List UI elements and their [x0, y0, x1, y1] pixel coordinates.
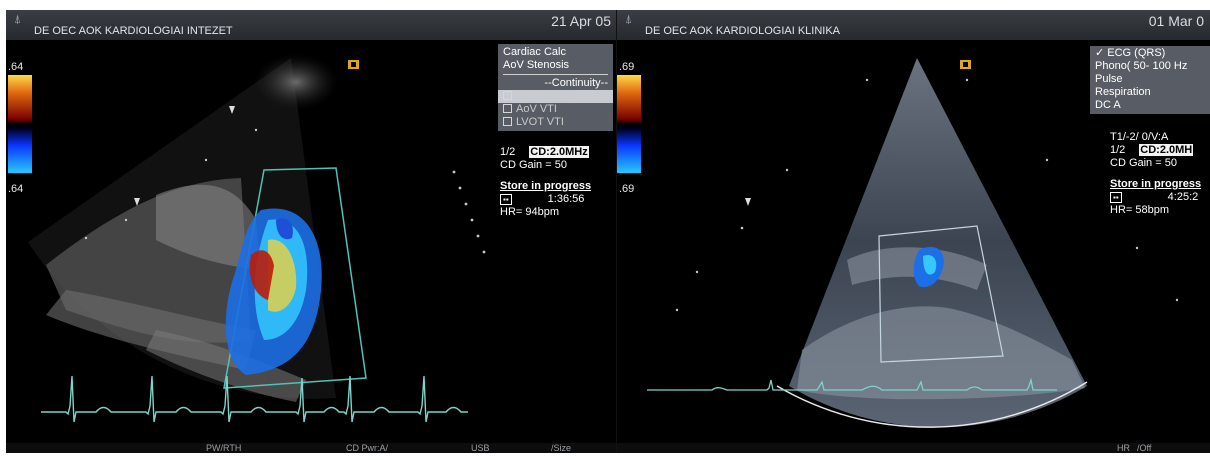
left-echo-view: ⍋ DE OEC AOK KARDIOLOGIAI INTEZET 21 Apr…	[6, 10, 617, 453]
menu-section-continuity: --Continuity--	[544, 77, 608, 89]
menu-item-ecg[interactable]: ✓ ECG (QRS)	[1095, 47, 1166, 59]
right-store-status: Store in progress	[1110, 178, 1202, 190]
left-store-status: Store in progress	[500, 180, 592, 192]
probe-logo-icon: ⍋	[625, 12, 633, 26]
left-depth: 1/2	[500, 146, 516, 158]
right-heart-rate: HR= 58bpm	[1110, 204, 1170, 216]
right-echo-view: ⍋ DE OEC AOK KARDIOLOGIAI KLINIKA 01 Mar…	[617, 10, 1210, 453]
left-date: 21 Apr 05	[551, 13, 611, 29]
right-echo-image	[647, 58, 1179, 428]
menu-title-aov-stenosis[interactable]: AoV Stenosis	[503, 59, 570, 71]
left-footer-usb[interactable]: USB	[471, 443, 490, 453]
right-color-scale-bar	[617, 75, 641, 173]
left-record-time: 1:36:56	[547, 193, 585, 205]
left-footer-cd-power[interactable]: CD Pwr:A/	[346, 443, 389, 453]
right-sector-arc	[776, 381, 1088, 428]
left-record-icon: ▪▪	[500, 194, 512, 205]
checkbox-icon[interactable]	[503, 91, 512, 100]
right-institution: DE OEC AOK KARDIOLOGIAI KLINIKA	[645, 25, 841, 37]
right-probe-marker-icon	[960, 60, 971, 69]
menu-item-respiration[interactable]: Respiration	[1095, 86, 1151, 98]
left-cd-gain: CD Gain = 50	[500, 159, 567, 171]
left-scale-top: .64	[8, 61, 24, 73]
menu-item-dc-a[interactable]: DC A	[1095, 99, 1121, 111]
left-color-scale-bar	[8, 75, 32, 173]
right-footer: HR /Off	[617, 443, 1210, 453]
left-institution: DE OEC AOK KARDIOLOGIAI INTEZET	[34, 25, 233, 37]
left-footer-size[interactable]: /Size	[551, 443, 572, 453]
left-scale-bottom: .64	[8, 183, 24, 195]
menu-item-pulse[interactable]: Pulse	[1095, 73, 1123, 85]
menu-title-cardiac-calc[interactable]: Cardiac Calc	[503, 46, 566, 58]
checkbox-icon[interactable]	[503, 117, 512, 126]
right-cd-frequency: CD:2.0MH	[1139, 144, 1194, 156]
right-physio-menu[interactable]: ✓ ECG (QRS) Phono( 50- 100 Hz Pulse Resp…	[1090, 46, 1210, 114]
right-footer-off[interactable]: /Off	[1137, 443, 1152, 453]
menu-item-phono[interactable]: Phono( 50- 100 Hz	[1095, 60, 1188, 72]
left-footer: PW/RTH CD Pwr:A/ USB /Size	[6, 443, 617, 453]
right-timing: T1/-2/ 0/V:A	[1110, 131, 1169, 143]
menu-item-lvot-diam[interactable]: LVOT Diam	[498, 90, 613, 103]
probe-logo-icon: ⍋	[14, 12, 22, 26]
right-date: 01 Mar 0	[1148, 13, 1204, 29]
left-footer-pw[interactable]: PW/RTH	[206, 443, 242, 453]
menu-item-aov-vti[interactable]: AoV VTI	[503, 103, 608, 116]
right-header-bar: ⍋ DE OEC AOK KARDIOLOGIAI KLINIKA 01 Mar…	[617, 10, 1210, 40]
left-calc-menu[interactable]: Cardiac Calc AoV Stenosis --Continuity--…	[498, 44, 613, 131]
checkbox-icon[interactable]	[503, 104, 512, 113]
right-scale-top: .69	[619, 61, 635, 73]
left-header-bar: ⍋ DE OEC AOK KARDIOLOGIAI INTEZET 21 Apr…	[6, 10, 617, 40]
right-record-time: 4:25:2	[1167, 191, 1199, 203]
right-depth: 1/2	[1110, 144, 1126, 156]
left-cd-frequency: CD:2.0MHz	[529, 146, 589, 158]
right-ecg-trace	[647, 377, 1057, 391]
right-scale-bottom: .69	[619, 183, 635, 195]
left-echo-image	[28, 54, 486, 423]
right-info-block: T1/-2/ 0/V:A 1/2 CD:2.0MH CD Gain = 50 St…	[1110, 131, 1201, 217]
right-record-icon: ▪▪	[1110, 192, 1122, 203]
left-probe-marker-icon	[348, 60, 359, 69]
right-color-roi	[878, 225, 1004, 363]
left-ecg-trace	[41, 375, 468, 423]
right-footer-hr[interactable]: HR	[1117, 443, 1130, 453]
left-heart-rate: HR= 94bpm	[500, 206, 560, 218]
left-info-block: 1/2 CD:2.0MHz CD Gain = 50 Store in progr…	[500, 146, 591, 219]
menu-item-lvot-vti[interactable]: LVOT VTI	[503, 116, 608, 129]
right-cd-gain: CD Gain = 50	[1110, 157, 1177, 169]
